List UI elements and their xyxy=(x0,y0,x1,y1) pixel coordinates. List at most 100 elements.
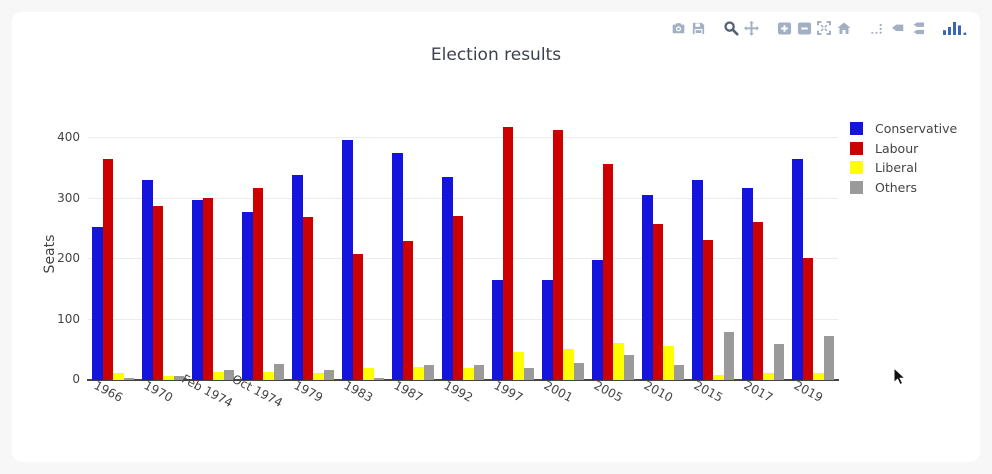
bar-others-1983[interactable] xyxy=(373,377,384,380)
zoom-icon[interactable] xyxy=(721,19,741,37)
bar-conservative-1992[interactable] xyxy=(442,176,453,380)
bar-liberal-2017[interactable] xyxy=(763,372,774,380)
bar-others-2010[interactable] xyxy=(673,365,684,380)
bar-others-oct-1974[interactable] xyxy=(273,363,284,380)
modebar xyxy=(655,19,970,37)
modebar-group xyxy=(668,19,708,37)
bar-others-1997[interactable] xyxy=(523,367,534,380)
plot-area[interactable]: 0 100 200 300 400 1966 1970 Feb 1974 Oct 1974 197… xyxy=(57,98,839,410)
bar-others-1966[interactable] xyxy=(123,378,134,380)
bar-labour-2017[interactable] xyxy=(752,221,763,380)
bar-labour-2015[interactable] xyxy=(702,239,713,380)
bar-liberal-1983[interactable] xyxy=(363,367,374,380)
bar-group-2017 xyxy=(738,98,788,380)
hover-compare-icon[interactable] xyxy=(907,19,927,37)
x-tick-label-2017: 2017 xyxy=(741,378,776,405)
x-tick-label-2019: 2019 xyxy=(791,378,826,405)
bar-liberal-2010[interactable] xyxy=(663,345,674,380)
y-tick-label-300: 300 xyxy=(57,190,80,205)
camera-icon[interactable] xyxy=(668,19,688,37)
legend-swatch-conservative xyxy=(850,122,863,136)
home-icon[interactable] xyxy=(834,19,854,37)
bar-labour-1970[interactable] xyxy=(152,205,163,380)
bar-others-2019[interactable] xyxy=(823,336,834,380)
bar-others-1992[interactable] xyxy=(473,365,484,380)
bar-liberal-feb-1974[interactable] xyxy=(213,371,224,380)
bar-labour-2010[interactable] xyxy=(652,223,663,380)
bar-others-2015[interactable] xyxy=(723,331,734,380)
bar-others-2005[interactable] xyxy=(623,354,634,380)
modebar-group xyxy=(774,19,854,37)
legend-item-conservative[interactable]: Conservative xyxy=(850,119,957,139)
bar-others-feb-1974[interactable] xyxy=(223,369,234,380)
bar-labour-1983[interactable] xyxy=(352,253,363,380)
bar-group-1983 xyxy=(338,98,388,380)
bar-conservative-2001[interactable] xyxy=(542,279,553,380)
bar-labour-2019[interactable] xyxy=(802,257,813,380)
save-icon[interactable] xyxy=(688,19,708,37)
legend-swatch-labour xyxy=(850,141,863,155)
x-tick-label-2015: 2015 xyxy=(691,378,726,405)
bar-liberal-1979[interactable] xyxy=(313,373,324,380)
bar-labour-2001[interactable] xyxy=(552,130,563,380)
bar-conservative-1983[interactable] xyxy=(342,139,353,380)
bar-conservative-2019[interactable] xyxy=(792,159,803,380)
bar-conservative-1970[interactable] xyxy=(142,180,153,380)
bar-labour-1966[interactable] xyxy=(102,159,113,380)
bar-group-1997 xyxy=(488,98,538,380)
pan-icon[interactable] xyxy=(741,19,761,37)
bar-liberal-2019[interactable] xyxy=(813,373,824,380)
bar-liberal-2001[interactable] xyxy=(563,348,574,380)
bar-liberal-1987[interactable] xyxy=(413,366,424,380)
bar-conservative-2005[interactable] xyxy=(592,260,603,380)
bar-labour-1997[interactable] xyxy=(502,127,513,380)
bar-liberal-1966[interactable] xyxy=(113,372,124,380)
bar-conservative-2017[interactable] xyxy=(742,188,753,380)
bar-conservative-1997[interactable] xyxy=(492,280,503,380)
gridline-100 xyxy=(88,318,838,320)
bar-group-2019 xyxy=(788,98,838,380)
bar-liberal-oct-1974[interactable] xyxy=(263,372,274,380)
legend-item-liberal[interactable]: Liberal xyxy=(850,158,957,178)
bar-others-1970[interactable] xyxy=(173,376,184,380)
plotly-logo-icon[interactable] xyxy=(940,19,970,37)
bar-conservative-1979[interactable] xyxy=(292,174,303,380)
bar-labour-feb-1974[interactable] xyxy=(202,197,213,380)
bar-labour-1987[interactable] xyxy=(402,241,413,380)
bar-conservative-oct-1974[interactable] xyxy=(242,212,253,380)
bar-liberal-1992[interactable] xyxy=(463,367,474,380)
bar-liberal-1997[interactable] xyxy=(513,352,524,380)
bar-labour-1992[interactable] xyxy=(452,216,463,380)
x-tick-label-2001: 2001 xyxy=(541,378,576,405)
x-tick-label-1987: 1987 xyxy=(391,378,426,405)
bar-conservative-2010[interactable] xyxy=(642,194,653,380)
bar-labour-1979[interactable] xyxy=(302,217,313,380)
legend-swatch-others xyxy=(850,180,863,194)
bar-group-2015 xyxy=(688,98,738,380)
legend-swatch-liberal xyxy=(850,161,863,175)
bar-conservative-2015[interactable] xyxy=(692,180,703,380)
x-tick-label-1992: 1992 xyxy=(441,378,476,405)
bar-labour-2005[interactable] xyxy=(602,164,613,380)
autoscale-icon[interactable] xyxy=(814,19,834,37)
zoom-out-icon[interactable] xyxy=(794,19,814,37)
bar-others-1987[interactable] xyxy=(423,365,434,380)
gridline-400 xyxy=(88,137,838,138)
bar-liberal-2005[interactable] xyxy=(613,342,624,380)
zoom-in-icon[interactable] xyxy=(774,19,794,37)
spikelines-icon[interactable] xyxy=(867,19,887,37)
hover-closest-icon[interactable] xyxy=(887,19,907,37)
bar-conservative-feb-1974[interactable] xyxy=(192,200,203,380)
bar-conservative-1966[interactable] xyxy=(92,226,103,380)
bar-conservative-1987[interactable] xyxy=(392,152,403,380)
bar-liberal-1970[interactable] xyxy=(163,376,174,380)
bar-labour-oct-1974[interactable] xyxy=(252,188,263,380)
legend-item-labour[interactable]: Labour xyxy=(850,139,957,159)
bar-others-1979[interactable] xyxy=(323,370,334,380)
legend-item-others[interactable]: Others xyxy=(850,178,957,198)
bar-others-2017[interactable] xyxy=(773,344,784,380)
bar-others-2001[interactable] xyxy=(573,363,584,380)
y-tick-label-0: 0 xyxy=(72,372,80,386)
bar-liberal-2015[interactable] xyxy=(713,375,724,380)
